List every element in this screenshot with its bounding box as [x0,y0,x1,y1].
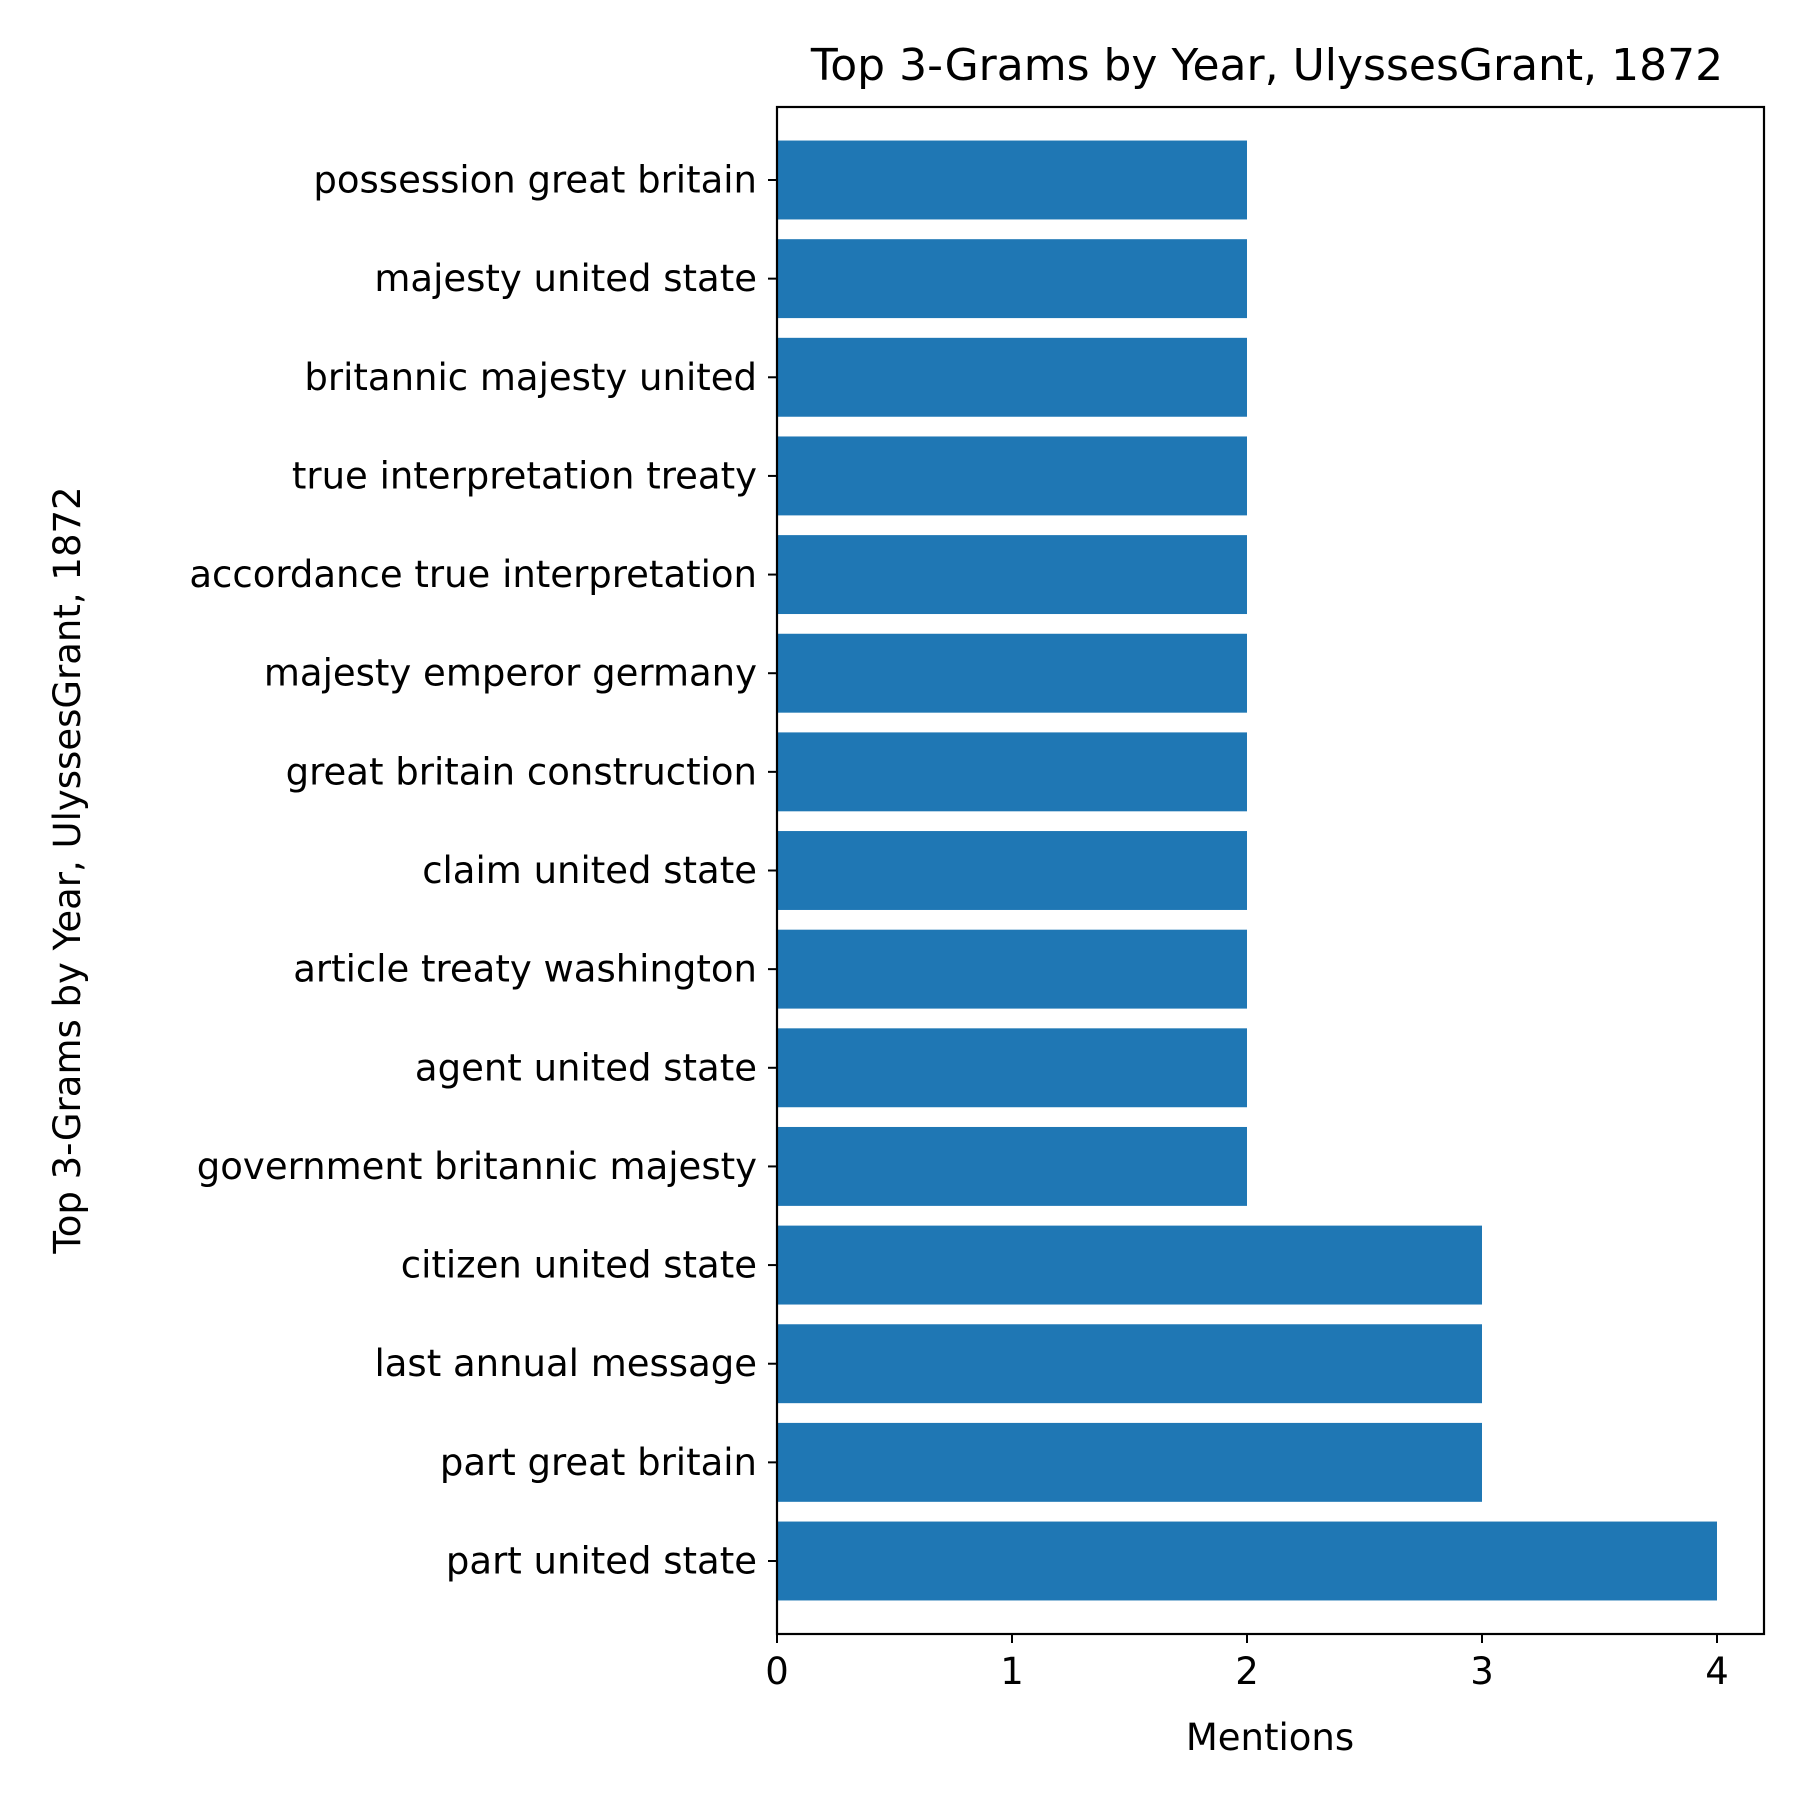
y-tick-label: article treaty washington [293,948,757,991]
x-tick-label: 0 [765,1650,789,1693]
x-tick-label: 4 [1705,1650,1729,1693]
y-tick-label: claim united state [422,849,757,892]
x-axis-title: Mentions [1186,1716,1354,1759]
bar [777,140,1247,220]
y-tick-label: part great britain [440,1441,757,1484]
x-tick-label: 3 [1470,1650,1494,1693]
bar [777,1028,1247,1108]
y-tick-label: true interpretation treaty [292,454,757,497]
bars-group [777,140,1717,1601]
y-tick-label: accordance true interpretation [189,553,757,596]
y-tick-label: government britannic majesty [197,1145,757,1188]
chart-title: Top 3-Grams by Year, UlyssesGrant, 1872 [810,40,1723,91]
bar [777,1422,1482,1502]
bar [777,1324,1482,1404]
bar [777,831,1247,910]
plot-frame [775,105,1766,1636]
bar [777,633,1247,713]
bar [777,337,1247,417]
bar [777,1126,1247,1206]
x-tick-label: 2 [1235,1650,1259,1693]
x-axis-ticks: 0 1 2 3 4 [765,1634,1729,1693]
y-tick-label: last annual message [374,1342,757,1385]
y-axis-title: Top 3-Grams by Year, UlyssesGrant, 1872 [46,486,89,1254]
bar [777,929,1247,1009]
bar [777,535,1247,615]
x-tick-label: 1 [1000,1650,1024,1693]
y-tick-label: agent united state [415,1046,757,1089]
bar [777,239,1247,319]
bar [777,732,1247,812]
y-axis-ticks: part united state part great britain last … [189,158,777,1583]
y-tick-label: part united state [446,1540,757,1583]
bar [777,1225,1482,1305]
bar [777,1521,1717,1601]
y-tick-label: great britain construction [286,750,757,793]
y-tick-label: majesty emperor germany [264,652,757,695]
bar [777,436,1247,516]
y-tick-label: majesty united state [374,257,757,300]
y-tick-label: citizen united state [401,1244,757,1287]
y-tick-label: britannic majesty united [304,356,757,399]
y-tick-label: possession great britain [313,158,757,201]
